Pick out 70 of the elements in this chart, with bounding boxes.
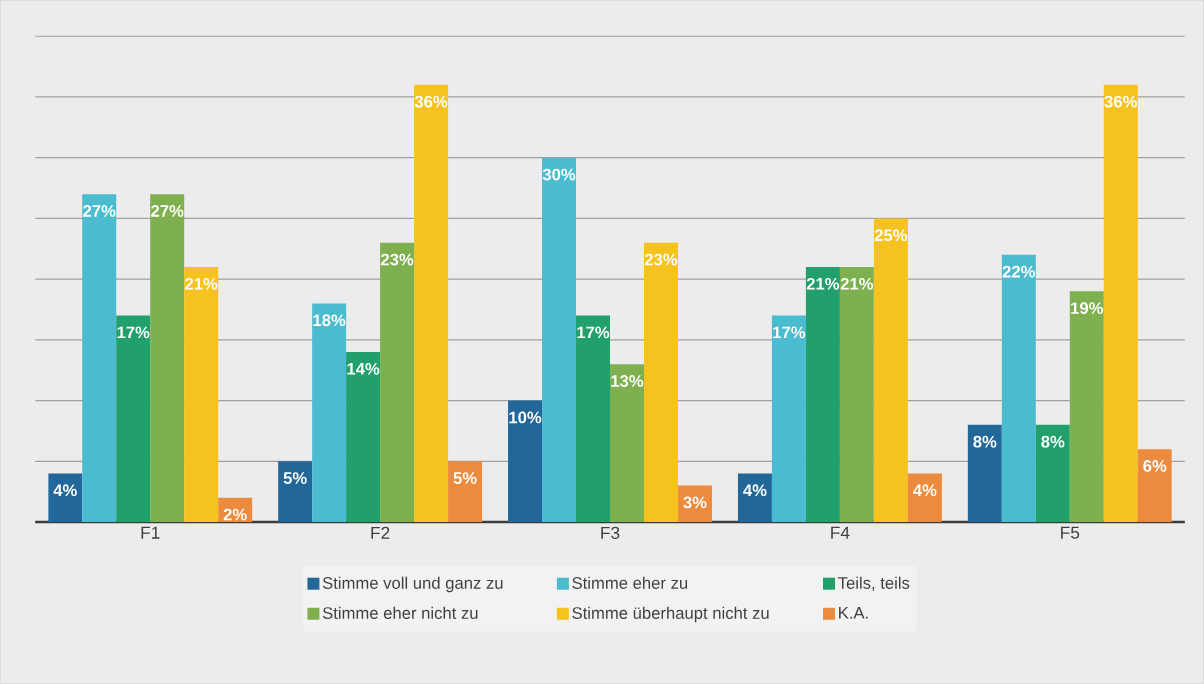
bar [873,218,908,522]
bar [380,242,415,522]
bar [82,194,117,522]
bar [610,364,644,522]
data-label: 5% [283,472,307,484]
data-label: 8% [1041,435,1065,448]
data-label: 4% [53,484,77,496]
data-label: 10% [509,411,542,424]
bar [771,315,806,522]
bar [278,461,313,522]
data-label: 4% [743,484,767,496]
data-label: 27% [83,204,116,217]
bar [312,303,347,522]
data-label: 18% [313,314,346,327]
data-label: 14% [347,362,380,375]
bar [1001,254,1036,522]
x-tick-label: F5 [1061,526,1080,539]
legend-label: Stimme eher nicht zu [322,606,478,619]
data-label: 17% [577,326,610,339]
data-label: 25% [874,229,908,242]
data-label: 17% [117,326,150,339]
data-label: 36% [1104,95,1138,108]
bar [542,157,577,522]
bar [116,315,151,522]
x-tick-label: F3 [601,526,620,539]
bar [1103,84,1138,522]
data-label: 6% [1143,459,1167,472]
legend-label: Stimme eher zu [572,576,688,589]
bar [508,400,543,522]
data-label: 4% [913,484,937,496]
bar [677,485,712,522]
data-label: 3% [683,496,707,509]
data-label: 8% [973,435,997,448]
data-label: 21% [185,277,218,290]
bar [967,424,1002,522]
data-label: 22% [1002,265,1036,278]
bar [907,473,942,522]
bar [1069,291,1104,522]
x-tick-label: F1 [141,526,160,539]
data-label: 36% [414,95,448,108]
legend-label: Stimme voll und ganz zu [322,576,503,593]
bar [150,194,185,522]
data-label: 19% [1071,302,1104,314]
bar [805,266,840,522]
bar [1137,449,1172,522]
data-label: 21% [840,277,874,290]
legend-label: Teils, teils [838,576,910,591]
bar [346,351,381,522]
bar [48,473,83,522]
data-label: 23% [644,253,678,266]
x-tick-label: F2 [371,526,390,539]
data-label: 17% [773,326,806,339]
bar [184,266,219,522]
data-label: 5% [453,472,477,484]
bar [737,473,772,522]
data-label: 13% [611,374,644,387]
bar [448,461,483,522]
data-label: 27% [151,204,184,217]
bar [414,84,449,522]
legend-label: K.A. [839,606,868,619]
legend-label: Stimme überhaupt nicht zu [572,606,769,623]
data-label: 21% [806,277,840,290]
data-label: 30% [542,168,576,181]
x-tick-label: F4 [831,526,850,539]
bar [1035,424,1070,522]
data-label: 2% [223,508,247,521]
bar [839,266,874,522]
bar [643,242,678,522]
data-label: 23% [381,253,414,266]
bar [576,315,610,522]
